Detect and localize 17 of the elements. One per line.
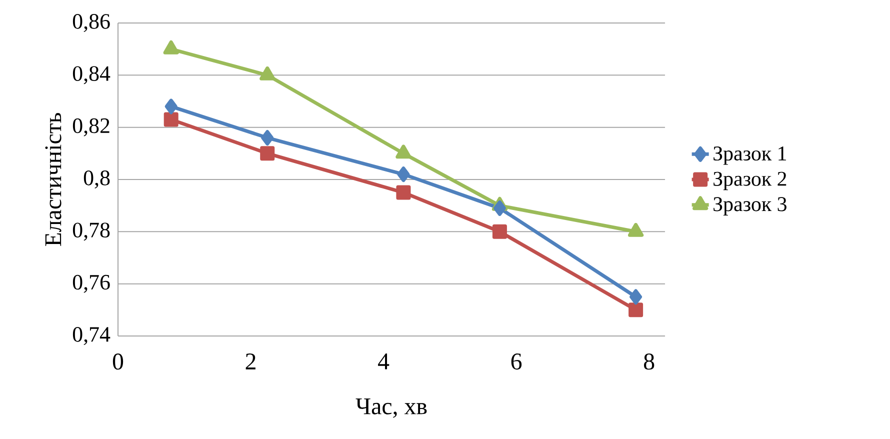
x-tick-label: 8 xyxy=(644,354,654,370)
x-tick-label: 6 xyxy=(511,354,522,370)
x-axis-title: Час, хв xyxy=(356,398,427,418)
x-tick-label: 0 xyxy=(112,354,124,370)
legend-label: Зразок 2 xyxy=(714,172,786,190)
y-tick-label: 0,74 xyxy=(72,327,110,345)
y-tick-label: 0,86 xyxy=(72,14,110,32)
y-tick-label: 0,82 xyxy=(72,118,110,136)
x-tick-label: 4 xyxy=(378,354,390,370)
legend-label: Зразок 1 xyxy=(714,146,786,165)
legend-label: Зразок 3 xyxy=(714,197,786,216)
y-tick-label: 0,8 xyxy=(84,170,110,188)
x-tick-label: 2 xyxy=(246,354,256,370)
y-tick-label: 0,78 xyxy=(72,222,110,241)
y-axis-title: Еластичність xyxy=(45,113,62,246)
y-tick-label: 0,76 xyxy=(72,274,110,293)
y-tick-label: 0,84 xyxy=(72,66,110,84)
